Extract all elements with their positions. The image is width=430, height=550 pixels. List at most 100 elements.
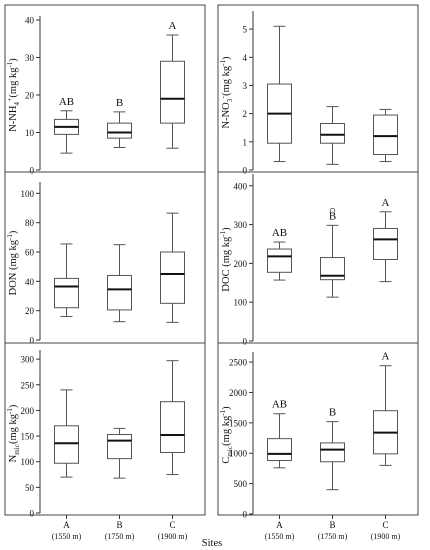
x-tick-elevation: (1550 m) [52, 532, 82, 541]
box-C [160, 360, 185, 476]
outlier-point [329, 207, 336, 214]
panel-5: 0 50 100 150 200 250 300 Nmic (mg kg-1) [4, 342, 206, 519]
x-tick-label: C [382, 520, 388, 530]
x-axis-title: Sites [202, 538, 222, 549]
iqr-box [107, 122, 132, 139]
iqr-box [160, 251, 185, 304]
y-tick-label: 40 [25, 16, 35, 26]
box-A: AB [267, 227, 292, 281]
box-A: AB [54, 96, 79, 154]
y-axis-label: Cmic (mg kg-1) [219, 406, 234, 464]
box-A [54, 243, 79, 318]
y-tick-label: 100 [21, 457, 35, 467]
iqr-box [267, 438, 292, 462]
significance-letter: B [329, 210, 336, 222]
significance-letter: AB [59, 96, 74, 108]
box-C: A [373, 197, 398, 283]
x-tick-elevation: (1750 m) [105, 532, 135, 541]
significance-letter: AB [272, 399, 287, 411]
y-tick-label: 50 [25, 483, 35, 493]
box-B [320, 106, 345, 165]
x-tick-elevation: (1900 m) [371, 532, 401, 541]
panel-4: 0 100 200 300 400 DOC (mg kg-1) AB B A [217, 171, 419, 347]
panel-2: 0 1 2 3 4 5 N-NO3 - (mg kg-1) [217, 4, 419, 176]
y-tick-label: 200 [234, 259, 248, 269]
x-tick-label: B [329, 520, 335, 530]
box-C: A [373, 351, 398, 466]
y-axis-label: DOC (mg kg-1) [219, 227, 232, 292]
y-tick-label: 0 [243, 166, 248, 176]
box-B: B [320, 210, 345, 298]
y-axis-label: N-NH4 + (mg kg-1) [6, 58, 21, 132]
iqr-box [107, 274, 132, 311]
box-C: A [160, 20, 185, 149]
iqr-box [373, 114, 398, 155]
y-tick-label: 1500 [229, 418, 248, 428]
y-tick-label: 80 [25, 218, 35, 228]
y-tick-label: 20 [25, 91, 35, 101]
iqr-box [54, 425, 79, 464]
x-tick-label: A [276, 520, 283, 530]
iqr-box [160, 60, 185, 124]
x-tick-label: C [169, 520, 175, 530]
y-tick-label: 300 [234, 220, 248, 230]
y-tick-label: 100 [21, 189, 35, 199]
box-A [267, 25, 292, 163]
iqr-box [320, 442, 345, 463]
iqr-box [160, 401, 185, 453]
y-tick-label: 4 [243, 53, 248, 63]
y-tick-label: 30 [25, 53, 35, 63]
x-tick-elevation: (1900 m) [158, 532, 188, 541]
y-tick-label: 0 [243, 337, 248, 347]
panel-1: 0 10 20 30 40 N-NH4 + (mg kg-1) AB B A [4, 4, 206, 176]
x-tick-elevation: (1550 m) [265, 532, 295, 541]
panel-frame [217, 342, 419, 516]
iqr-box [320, 257, 345, 281]
significance-letter: A [382, 351, 390, 363]
y-tick-label: 1 [243, 137, 248, 147]
iqr-box [267, 248, 292, 273]
panel-6: 0 500 1000 1500 2000 2500 Cmic (mg kg-1) AB B A [217, 342, 419, 520]
y-tick-label: 2500 [229, 358, 248, 368]
y-tick-label: 150 [21, 432, 35, 442]
y-tick-label: 200 [21, 406, 35, 416]
y-axis-label: Nmic (mg kg-1) [6, 404, 21, 462]
y-tick-label: 2000 [229, 388, 248, 398]
x-tick-label: A [63, 520, 70, 530]
y-tick-label: 250 [21, 380, 35, 390]
box-B [107, 427, 132, 479]
panel-3: 0 20 40 60 80 100 DON (mg kg-1) [4, 171, 206, 346]
significance-letter: B [329, 407, 336, 419]
y-tick-label: 300 [21, 355, 35, 365]
y-tick-label: 0 [30, 166, 35, 176]
box-B: B [107, 97, 132, 148]
iqr-box [107, 434, 132, 460]
y-tick-label: 0 [243, 510, 248, 520]
box-A: AB [267, 399, 292, 469]
y-tick-label: 40 [25, 277, 35, 287]
significance-letter: AB [272, 227, 287, 239]
box-C [373, 108, 398, 163]
iqr-box [54, 277, 79, 309]
panel-frame [4, 342, 206, 516]
x-tick-label: B [116, 520, 122, 530]
y-tick-label: 10 [25, 128, 35, 138]
iqr-box [320, 123, 345, 144]
y-tick-label: 400 [234, 181, 248, 191]
y-tick-label: 3 [243, 81, 248, 91]
iqr-box [373, 227, 398, 260]
y-axis-label: N-NO3 - (mg kg-1) [219, 56, 234, 128]
y-tick-label: 2 [243, 109, 248, 119]
significance-letter: B [116, 97, 123, 109]
significance-letter: A [169, 20, 177, 32]
y-tick-label: 100 [234, 298, 248, 308]
box-A [54, 389, 79, 478]
y-tick-label: 0 [30, 336, 35, 346]
y-tick-label: 60 [25, 248, 35, 258]
y-tick-label: 20 [25, 306, 35, 316]
box-C [160, 212, 185, 323]
box-B: B [320, 407, 345, 491]
x-tick-elevation: (1750 m) [318, 532, 348, 541]
y-tick-label: 1000 [229, 449, 248, 459]
